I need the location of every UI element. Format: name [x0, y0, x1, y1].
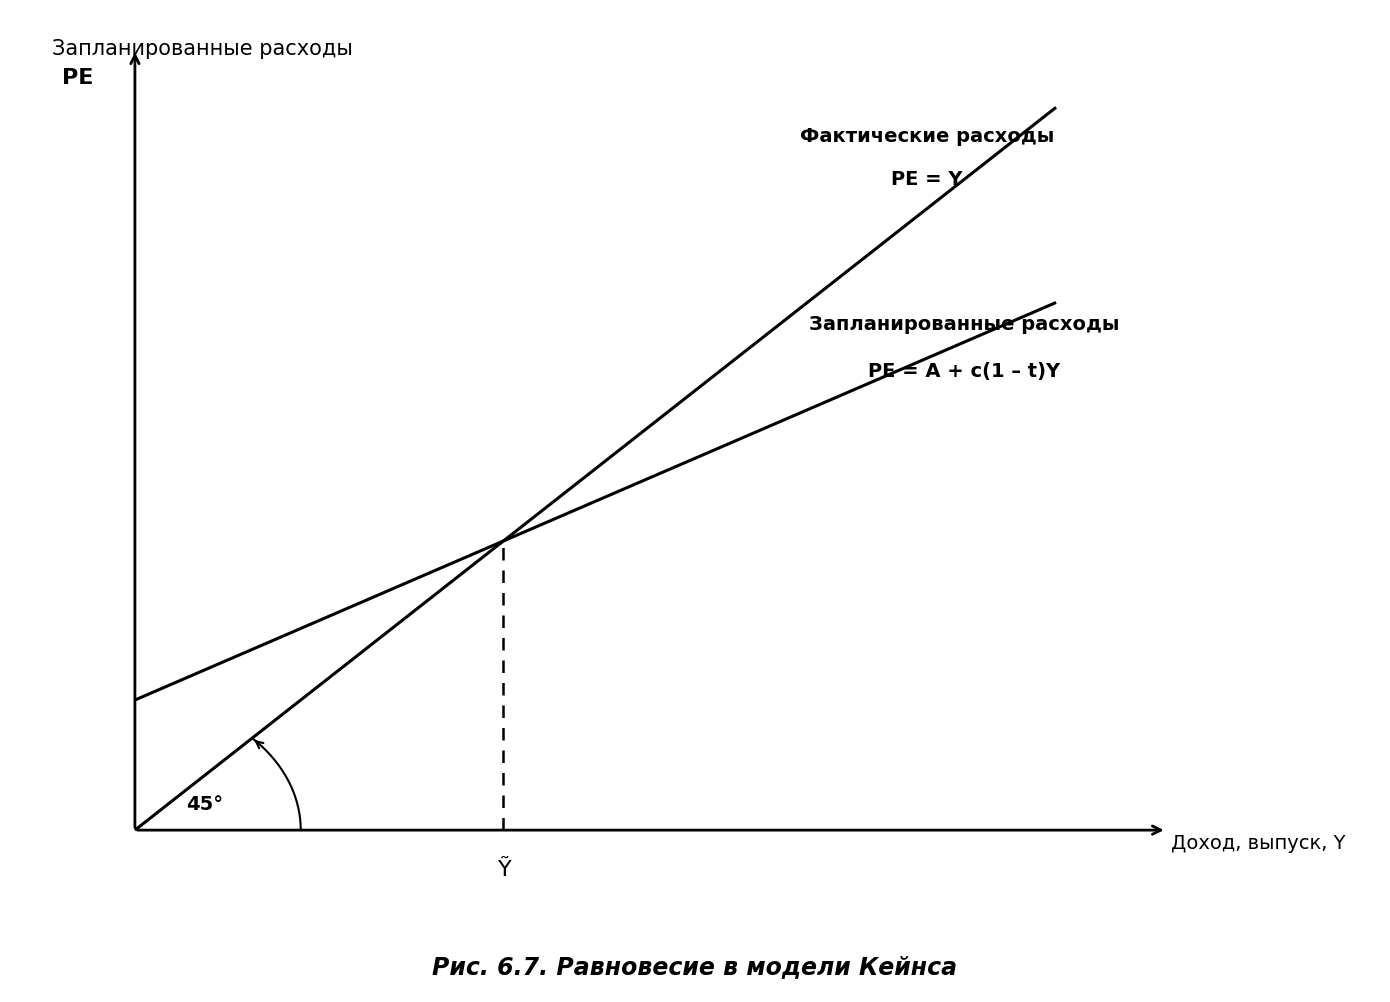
Text: Запланированные расходы: Запланированные расходы: [809, 315, 1119, 334]
Text: Доход, выпуск, Y: Доход, выпуск, Y: [1172, 834, 1346, 853]
Text: PE = Y: PE = Y: [891, 170, 963, 189]
Text: Рис. 6.7. Равновесие в модели Кейнса: Рис. 6.7. Равновесие в модели Кейнса: [432, 955, 958, 979]
Text: Ỹ: Ỹ: [496, 861, 510, 881]
Text: Запланированные расходы: Запланированные расходы: [51, 39, 353, 59]
Text: PE = A + c(1 – t)Y: PE = A + c(1 – t)Y: [867, 362, 1061, 381]
Text: 45°: 45°: [186, 796, 222, 815]
Text: PE: PE: [63, 68, 93, 88]
Text: Фактические расходы: Фактические расходы: [799, 126, 1054, 145]
